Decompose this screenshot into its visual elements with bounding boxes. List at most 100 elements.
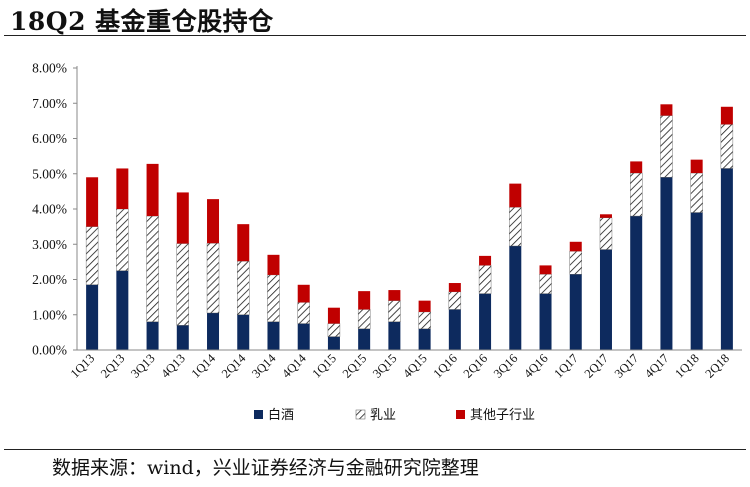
bar-segment-other xyxy=(720,106,733,125)
bar-segment-other xyxy=(146,163,159,217)
x-tick-label: 3Q14 xyxy=(249,351,279,381)
bar-segment-dairy xyxy=(388,300,401,322)
bar-segment-other xyxy=(176,192,189,244)
x-tick-label: 2Q17 xyxy=(582,351,612,381)
bar-segment-baijiu xyxy=(388,321,401,350)
legend: 白酒 乳业 其他子行业 xyxy=(254,407,535,423)
bar-segment-baijiu xyxy=(86,284,99,350)
bar-segment-baijiu xyxy=(630,216,643,350)
x-tick-label: 1Q16 xyxy=(430,351,460,381)
bar-segment-baijiu xyxy=(418,328,431,350)
bar-segment-dairy xyxy=(237,260,250,315)
bar-segment-other xyxy=(599,214,612,218)
x-tick-label: 1Q14 xyxy=(189,351,219,381)
bar-segment-other xyxy=(358,291,371,310)
x-tick-label: 2Q15 xyxy=(340,351,370,381)
bar-segment-other xyxy=(237,224,250,262)
bar-segment-baijiu xyxy=(297,323,310,350)
bar-segment-other xyxy=(116,168,129,209)
legend-swatch-dairy xyxy=(355,409,366,420)
legend-swatch-other xyxy=(456,410,465,419)
bar-segment-other xyxy=(448,283,461,292)
bar-segment-baijiu xyxy=(267,321,280,350)
bar-segment-baijiu xyxy=(599,249,612,350)
y-tick-label: 7.00% xyxy=(32,96,67,111)
x-tick-label: 2Q13 xyxy=(98,351,128,381)
bar-segment-baijiu xyxy=(690,212,703,350)
y-tick-label: 2.00% xyxy=(32,272,67,287)
bar-segment-dairy xyxy=(206,242,220,314)
legend-label: 其他子行业 xyxy=(470,408,535,423)
bar-segment-baijiu xyxy=(176,325,189,350)
x-tick-label: 1Q18 xyxy=(672,351,702,381)
legend-swatch-baijiu xyxy=(254,410,263,419)
chart-title: 18Q2 基金重仓股持仓 xyxy=(10,7,274,36)
bar-segment-dairy xyxy=(660,115,673,178)
y-tick-label: 8.00% xyxy=(32,61,67,76)
y-axis: 0.00% 1.00% 2.00% 3.00% 4.00% 5.00% 6.00% 7.00%… xyxy=(32,61,78,358)
bar-segment-baijiu xyxy=(237,314,250,350)
bar-segment-dairy xyxy=(569,251,582,275)
bar-segment-baijiu xyxy=(539,293,552,350)
bar-segment-baijiu xyxy=(569,274,582,350)
bar-segment-other xyxy=(569,241,582,252)
bar-segment-other xyxy=(509,183,522,208)
bar-segment-dairy xyxy=(357,309,371,330)
bar-segment-other xyxy=(388,290,401,301)
legend-label: 乳业 xyxy=(370,408,396,423)
x-tick-label: 3Q15 xyxy=(370,351,400,381)
bar-segment-other xyxy=(207,199,220,244)
footer-rule xyxy=(4,449,746,450)
x-tick-label: 3Q17 xyxy=(612,351,642,381)
bar-segment-other xyxy=(479,255,492,266)
x-tick-label: 1Q15 xyxy=(310,351,340,381)
bar-segment-dairy xyxy=(478,265,492,294)
bar-segment-dairy xyxy=(116,208,129,271)
x-tick-label: 4Q14 xyxy=(279,351,309,381)
y-tick-label: 0.00% xyxy=(32,343,67,358)
bar-segment-other xyxy=(327,307,340,324)
x-tick-label: 4Q15 xyxy=(400,351,430,381)
bar-segment-dairy xyxy=(418,311,431,330)
bar-segment-dairy xyxy=(539,274,552,294)
bar-segment-dairy xyxy=(146,215,159,323)
x-tick-label: 4Q13 xyxy=(158,351,188,381)
bar-segment-baijiu xyxy=(116,270,129,350)
bar-segment-dairy xyxy=(690,172,703,213)
x-tick-label: 3Q16 xyxy=(491,351,521,381)
bar-segment-dairy xyxy=(599,217,613,250)
bar-segment-other xyxy=(660,104,673,116)
y-tick-label: 6.00% xyxy=(32,131,67,146)
x-tick-label: 2Q14 xyxy=(219,351,249,381)
y-tick-label: 3.00% xyxy=(32,237,67,252)
x-tick-label: 1Q17 xyxy=(551,351,581,381)
bar-segment-baijiu xyxy=(146,321,159,350)
x-tick-label: 4Q16 xyxy=(521,351,551,381)
bar-segment-other xyxy=(630,161,643,174)
legend-label: 白酒 xyxy=(268,407,294,423)
bar-segment-other xyxy=(418,300,431,312)
x-tick-label: 1Q13 xyxy=(68,351,98,381)
bar-segment-other xyxy=(297,284,310,303)
bar-segment-baijiu xyxy=(509,246,522,350)
bar-segment-dairy xyxy=(327,323,341,337)
bar-segment-baijiu xyxy=(720,168,733,350)
y-tick-label: 5.00% xyxy=(32,166,67,181)
source-note: 数据来源：wind，兴业证券经济与金融研究院整理 xyxy=(52,457,479,479)
y-tick-label: 4.00% xyxy=(32,202,67,217)
bar-segment-other xyxy=(267,254,280,275)
bar-segment-dairy xyxy=(297,302,310,324)
bar-segment-dairy xyxy=(85,226,99,285)
bar-segment-dairy xyxy=(630,172,643,217)
x-tick-label: 4Q17 xyxy=(642,351,672,381)
bar-segment-dairy xyxy=(720,124,734,169)
bar-segment-baijiu xyxy=(207,312,220,350)
bar-segment-other xyxy=(690,159,703,174)
bar-segment-baijiu xyxy=(660,177,673,350)
bar-segment-dairy xyxy=(509,207,522,247)
x-tick-label: 2Q18 xyxy=(702,351,732,381)
bar-segment-baijiu xyxy=(448,309,461,350)
x-tick-label: 2Q16 xyxy=(461,351,491,381)
bar-segment-dairy xyxy=(267,274,280,323)
x-tick-label: 3Q13 xyxy=(128,351,158,381)
